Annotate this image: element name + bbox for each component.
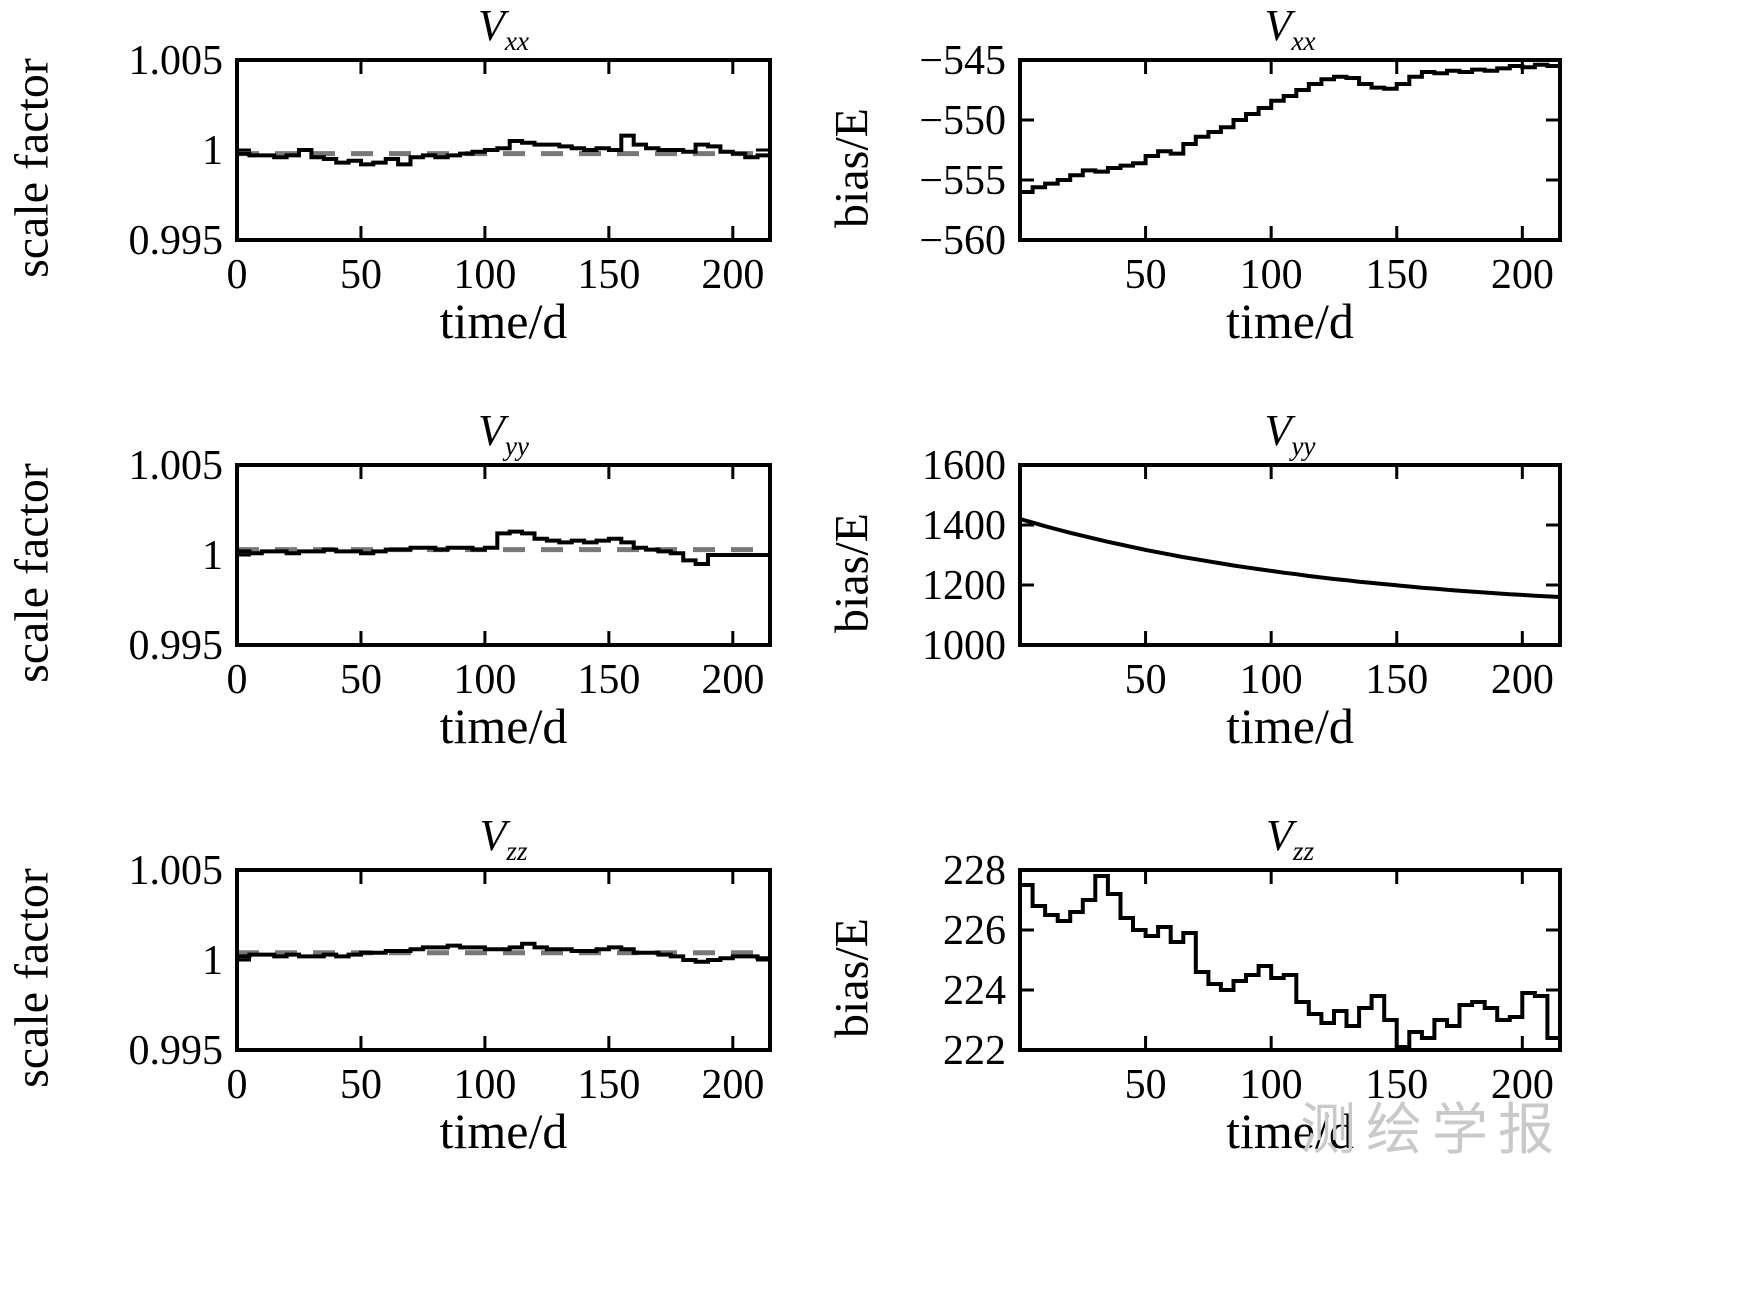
svg-text:228: 228 (943, 848, 1006, 894)
svg-text:−560: −560 (919, 218, 1006, 264)
svg-text:0.995: 0.995 (129, 218, 224, 264)
title-variable: V (477, 1, 505, 50)
y-axis-label: scale factor (5, 58, 59, 278)
svg-text:−555: −555 (919, 158, 1006, 204)
panel-bias-vyy: 50 100 150 200 1000 1200 1400 1600 Vyy bias/E t… (820, 405, 1742, 810)
x-axis-label: time/d (1226, 1103, 1354, 1159)
panel-scale-vxx: 0 50 100 150 200 0.995 1 1.005 Vxx scale factor… (0, 0, 820, 405)
plot-bias-vxx: 50 100 150 200 −560 −555 −550 −545 (919, 38, 1562, 298)
svg-text:1.005: 1.005 (129, 443, 224, 489)
chart-title-vzz: Vzz (237, 810, 770, 867)
chart-title-vyy-bias: Vyy (1020, 405, 1560, 462)
svg-text:1.005: 1.005 (129, 38, 224, 84)
svg-text:50: 50 (1125, 1062, 1167, 1108)
svg-text:150: 150 (1365, 657, 1428, 703)
panel-scale-vyy: 0 50 100 150 200 0.995 1 1.005 Vyy scale factor… (0, 405, 820, 810)
title-variable: V (477, 406, 505, 455)
plot-scale-vyy: 0 50 100 150 200 0.995 1 1.005 (129, 443, 772, 703)
title-variable: V (1264, 1, 1292, 50)
panel-scale-vzz: 0 50 100 150 200 0.995 1 1.005 Vzz scale factor… (0, 810, 820, 1297)
svg-text:150: 150 (577, 657, 640, 703)
plot-bias-vzz: 50 100 150 200 222 224 226 228 (943, 848, 1562, 1108)
svg-text:222: 222 (943, 1028, 1006, 1074)
chart-title-vxx: Vxx (237, 0, 770, 57)
svg-text:0.995: 0.995 (129, 623, 224, 669)
svg-text:100: 100 (453, 252, 516, 298)
title-subscript: xx (504, 25, 530, 56)
svg-text:224: 224 (943, 968, 1006, 1014)
svg-text:150: 150 (577, 252, 640, 298)
x-axis-label: time/d (439, 1103, 568, 1159)
svg-text:200: 200 (701, 252, 764, 298)
title-subscript: yy (504, 430, 530, 461)
panel-bias-vzz: 50 100 150 200 222 224 226 228 Vzz bias/E time/… (820, 810, 1742, 1297)
svg-text:1200: 1200 (922, 563, 1006, 609)
svg-text:1000: 1000 (922, 623, 1006, 669)
title-subscript: xx (1291, 25, 1316, 56)
y-axis-label: scale factor (5, 868, 59, 1088)
svg-text:1600: 1600 (922, 443, 1006, 489)
svg-text:0.995: 0.995 (129, 1028, 224, 1074)
title-variable: V (479, 811, 507, 860)
svg-text:150: 150 (1365, 252, 1428, 298)
svg-text:100: 100 (1240, 657, 1303, 703)
plot-bias-vyy: 50 100 150 200 1000 1200 1400 1600 (922, 443, 1562, 703)
x-axis-label: time/d (1226, 293, 1354, 349)
svg-text:100: 100 (1240, 1062, 1303, 1108)
chart-title-vxx-bias: Vxx (1020, 0, 1560, 57)
svg-text:1400: 1400 (922, 503, 1006, 549)
svg-text:100: 100 (1240, 252, 1303, 298)
svg-text:100: 100 (453, 1062, 516, 1108)
title-subscript: zz (1292, 835, 1315, 866)
svg-text:0: 0 (227, 657, 248, 703)
svg-text:1: 1 (202, 938, 223, 984)
svg-text:1: 1 (202, 533, 223, 579)
svg-text:50: 50 (340, 657, 382, 703)
x-axis-label: time/d (439, 293, 568, 349)
title-subscript: zz (506, 835, 528, 866)
svg-text:200: 200 (1491, 252, 1554, 298)
svg-text:1.005: 1.005 (129, 848, 224, 894)
svg-text:150: 150 (1365, 1062, 1428, 1108)
chart-title-vzz-bias: Vzz (1020, 810, 1560, 867)
svg-text:200: 200 (701, 1062, 764, 1108)
svg-text:50: 50 (340, 1062, 382, 1108)
title-variable: V (1264, 406, 1292, 455)
y-axis-label: bias/E (825, 513, 879, 633)
svg-text:200: 200 (1491, 1062, 1554, 1108)
svg-text:100: 100 (453, 657, 516, 703)
y-axis-label: bias/E (825, 918, 879, 1038)
svg-text:200: 200 (701, 657, 764, 703)
plot-scale-vxx: 0 50 100 150 200 0.995 1 1.005 (129, 38, 772, 298)
plot-scale-vzz: 0 50 100 150 200 0.995 1 1.005 (129, 848, 772, 1108)
panel-bias-vxx: 50 100 150 200 −560 −555 −550 −545 Vxx bias/E t… (820, 0, 1742, 405)
x-axis-label: time/d (439, 698, 568, 754)
svg-text:150: 150 (577, 1062, 640, 1108)
svg-text:200: 200 (1491, 657, 1554, 703)
svg-text:−550: −550 (919, 98, 1006, 144)
svg-text:50: 50 (1125, 657, 1167, 703)
svg-text:50: 50 (340, 252, 382, 298)
svg-text:1: 1 (202, 128, 223, 174)
y-axis-label: scale factor (5, 463, 59, 683)
x-axis-label: time/d (1226, 698, 1354, 754)
svg-text:0: 0 (227, 1062, 248, 1108)
title-subscript: yy (1291, 430, 1316, 461)
y-axis-label: bias/E (825, 108, 879, 228)
svg-text:226: 226 (943, 908, 1006, 954)
svg-text:50: 50 (1125, 252, 1167, 298)
svg-text:−545: −545 (919, 38, 1006, 84)
svg-text:0: 0 (227, 252, 248, 298)
chart-title-vyy: Vyy (237, 405, 770, 462)
title-variable: V (1265, 811, 1293, 860)
